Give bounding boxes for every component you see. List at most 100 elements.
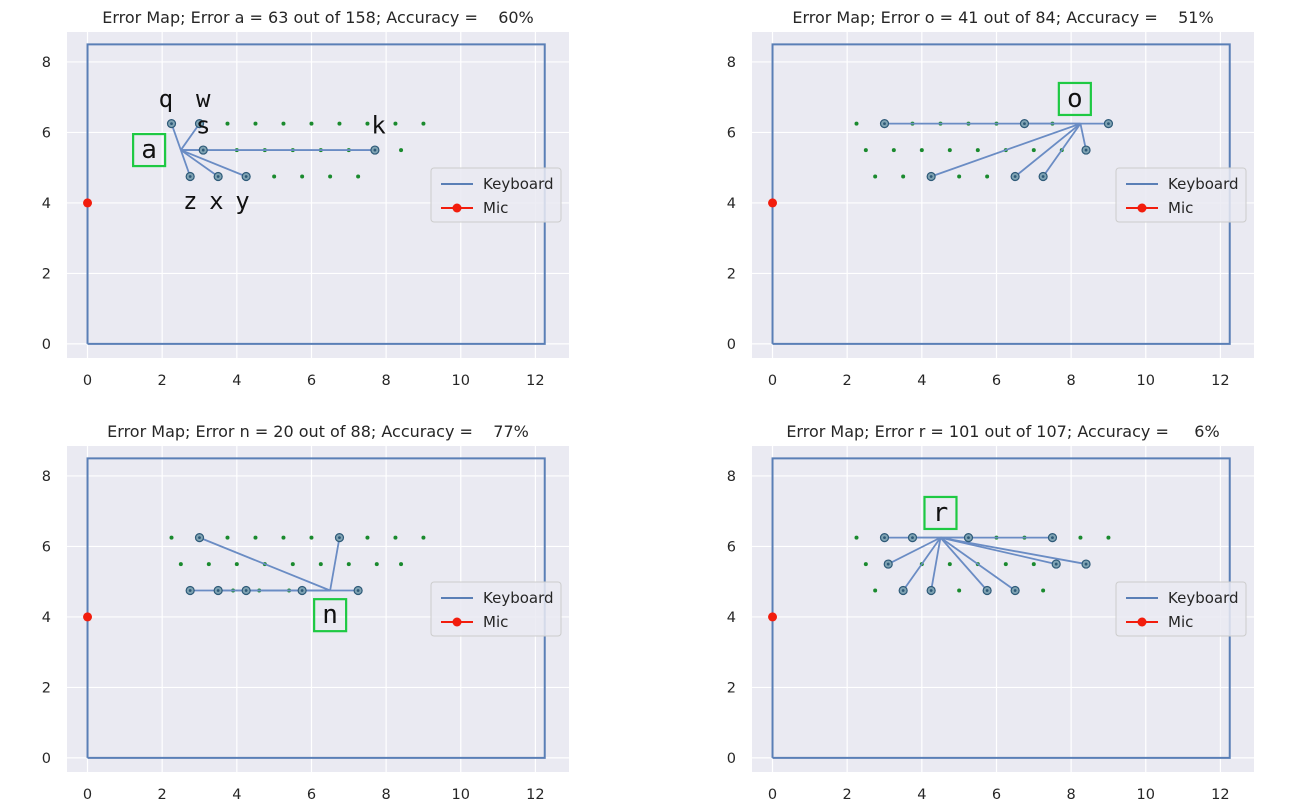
- key-dot: [1106, 535, 1111, 540]
- key-dot: [421, 535, 426, 540]
- key-dot: [863, 562, 868, 567]
- chart-panel: 0 2 4 6 8 10 12 0 2 4 6 8 Error Map; Error o = 41 ou…: [727, 8, 1254, 389]
- target-key-label: r: [933, 498, 949, 528]
- legend-keyboard-label: Keyboard: [483, 589, 554, 607]
- x-tick-label: 0: [83, 373, 92, 389]
- error-key-label: z: [183, 187, 197, 215]
- key-dot: [957, 174, 962, 179]
- y-tick-label: 6: [727, 539, 736, 555]
- y-tick-label: 6: [42, 125, 51, 141]
- x-tick-label: 12: [526, 787, 544, 803]
- x-tick-label: 10: [1137, 787, 1155, 803]
- keyboard-outline: [771, 457, 1231, 759]
- error-key-label: q: [159, 85, 173, 113]
- y-tick-label: 0: [727, 751, 736, 767]
- error-key-label: k: [371, 111, 386, 139]
- error-key-marker-center: [1013, 589, 1017, 592]
- key-dot: [901, 174, 906, 179]
- error-line: [930, 537, 942, 591]
- legend: Keyboard Mic: [1115, 581, 1247, 637]
- legend: Keyboard Mic: [430, 167, 562, 223]
- x-tick-label: 6: [307, 787, 316, 803]
- error-key-marker-center: [170, 122, 173, 126]
- y-tick-label: 6: [727, 125, 736, 141]
- x-tick-label: 10: [452, 787, 470, 803]
- error-line: [180, 149, 247, 178]
- error-key-marker-center: [244, 589, 248, 592]
- error-key-marker-center: [188, 175, 192, 178]
- key-dot: [253, 535, 258, 540]
- x-tick-label: 2: [158, 787, 167, 803]
- chart-title: Error Map; Error a = 63 out of 158; Accu…: [102, 8, 534, 27]
- y-tick-label: 6: [42, 539, 51, 555]
- key-dot: [309, 121, 314, 126]
- key-dot: [854, 535, 859, 540]
- key-dot: [169, 535, 174, 540]
- chart-panel: 0 2 4 6 8 10 12 0 2 4 6 8 Error Map; Error r = 101 o…: [727, 422, 1254, 803]
- error-key-marker-center: [1084, 148, 1088, 152]
- x-tick-label: 8: [1066, 787, 1075, 803]
- error-key-marker-center: [216, 589, 220, 592]
- x-tick-label: 6: [992, 373, 1001, 389]
- key-dot: [399, 562, 404, 567]
- y-tick-label: 4: [727, 610, 736, 626]
- key-dot: [328, 174, 333, 179]
- x-tick-label: 10: [1137, 373, 1155, 389]
- error-line: [329, 537, 341, 591]
- legend: Keyboard Mic: [430, 581, 562, 637]
- key-dot: [1078, 535, 1083, 540]
- error-key-marker-center: [373, 148, 377, 152]
- keyboard-outline: [86, 43, 546, 345]
- y-tick-label: 0: [727, 337, 736, 353]
- y-tick-label: 8: [42, 55, 51, 71]
- error-key-marker-center: [901, 589, 905, 592]
- legend-mic-swatch-marker: [1137, 617, 1147, 627]
- error-key-marker-center: [300, 589, 304, 592]
- error-key-marker-center: [1051, 536, 1054, 540]
- x-tick-label: 2: [158, 373, 167, 389]
- error-key-marker-center: [883, 122, 886, 126]
- key-dot: [225, 121, 230, 126]
- y-tick-label: 8: [727, 469, 736, 485]
- key-dot: [957, 588, 962, 593]
- error-line: [199, 536, 331, 592]
- x-tick-label: 6: [992, 787, 1001, 803]
- y-tick-label: 4: [42, 610, 51, 626]
- error-line: [170, 123, 182, 151]
- key-dot: [947, 148, 952, 153]
- y-tick-label: 8: [42, 469, 51, 485]
- chart-title: Error Map; Error o = 41 out of 84; Accur…: [792, 8, 1213, 27]
- key-dot: [318, 562, 323, 567]
- key-dot: [863, 148, 868, 153]
- chart-title: Error Map; Error n = 20 out of 88; Accur…: [107, 422, 529, 441]
- key-dot: [1031, 148, 1036, 153]
- y-tick-label: 2: [727, 680, 736, 696]
- error-key-label: s: [196, 111, 210, 139]
- y-tick-label: 4: [727, 196, 736, 212]
- chart-title: Error Map; Error r = 101 out of 107; Acc…: [786, 422, 1219, 441]
- x-tick-label: 6: [307, 373, 316, 389]
- x-tick-label: 2: [843, 373, 852, 389]
- key-dot: [281, 121, 286, 126]
- key-dot: [399, 148, 404, 153]
- y-tick-label: 8: [727, 55, 736, 71]
- key-dot: [421, 121, 426, 126]
- key-dot: [891, 148, 896, 153]
- x-tick-label: 0: [83, 787, 92, 803]
- key-dot: [365, 535, 370, 540]
- key-dot: [1003, 562, 1008, 567]
- y-tick-label: 2: [42, 266, 51, 282]
- key-dot: [253, 121, 258, 126]
- target-key-box: [132, 132, 167, 168]
- y-tick-label: 2: [727, 266, 736, 282]
- key-dot: [873, 588, 878, 593]
- error-key-marker-center: [356, 589, 360, 592]
- key-dot: [393, 121, 398, 126]
- key-dot: [281, 535, 286, 540]
- error-key-marker-center: [216, 175, 220, 178]
- key-dot: [178, 562, 183, 567]
- key-dot: [290, 562, 295, 567]
- legend-mic-label: Mic: [483, 199, 508, 217]
- mic-marker: [83, 198, 93, 208]
